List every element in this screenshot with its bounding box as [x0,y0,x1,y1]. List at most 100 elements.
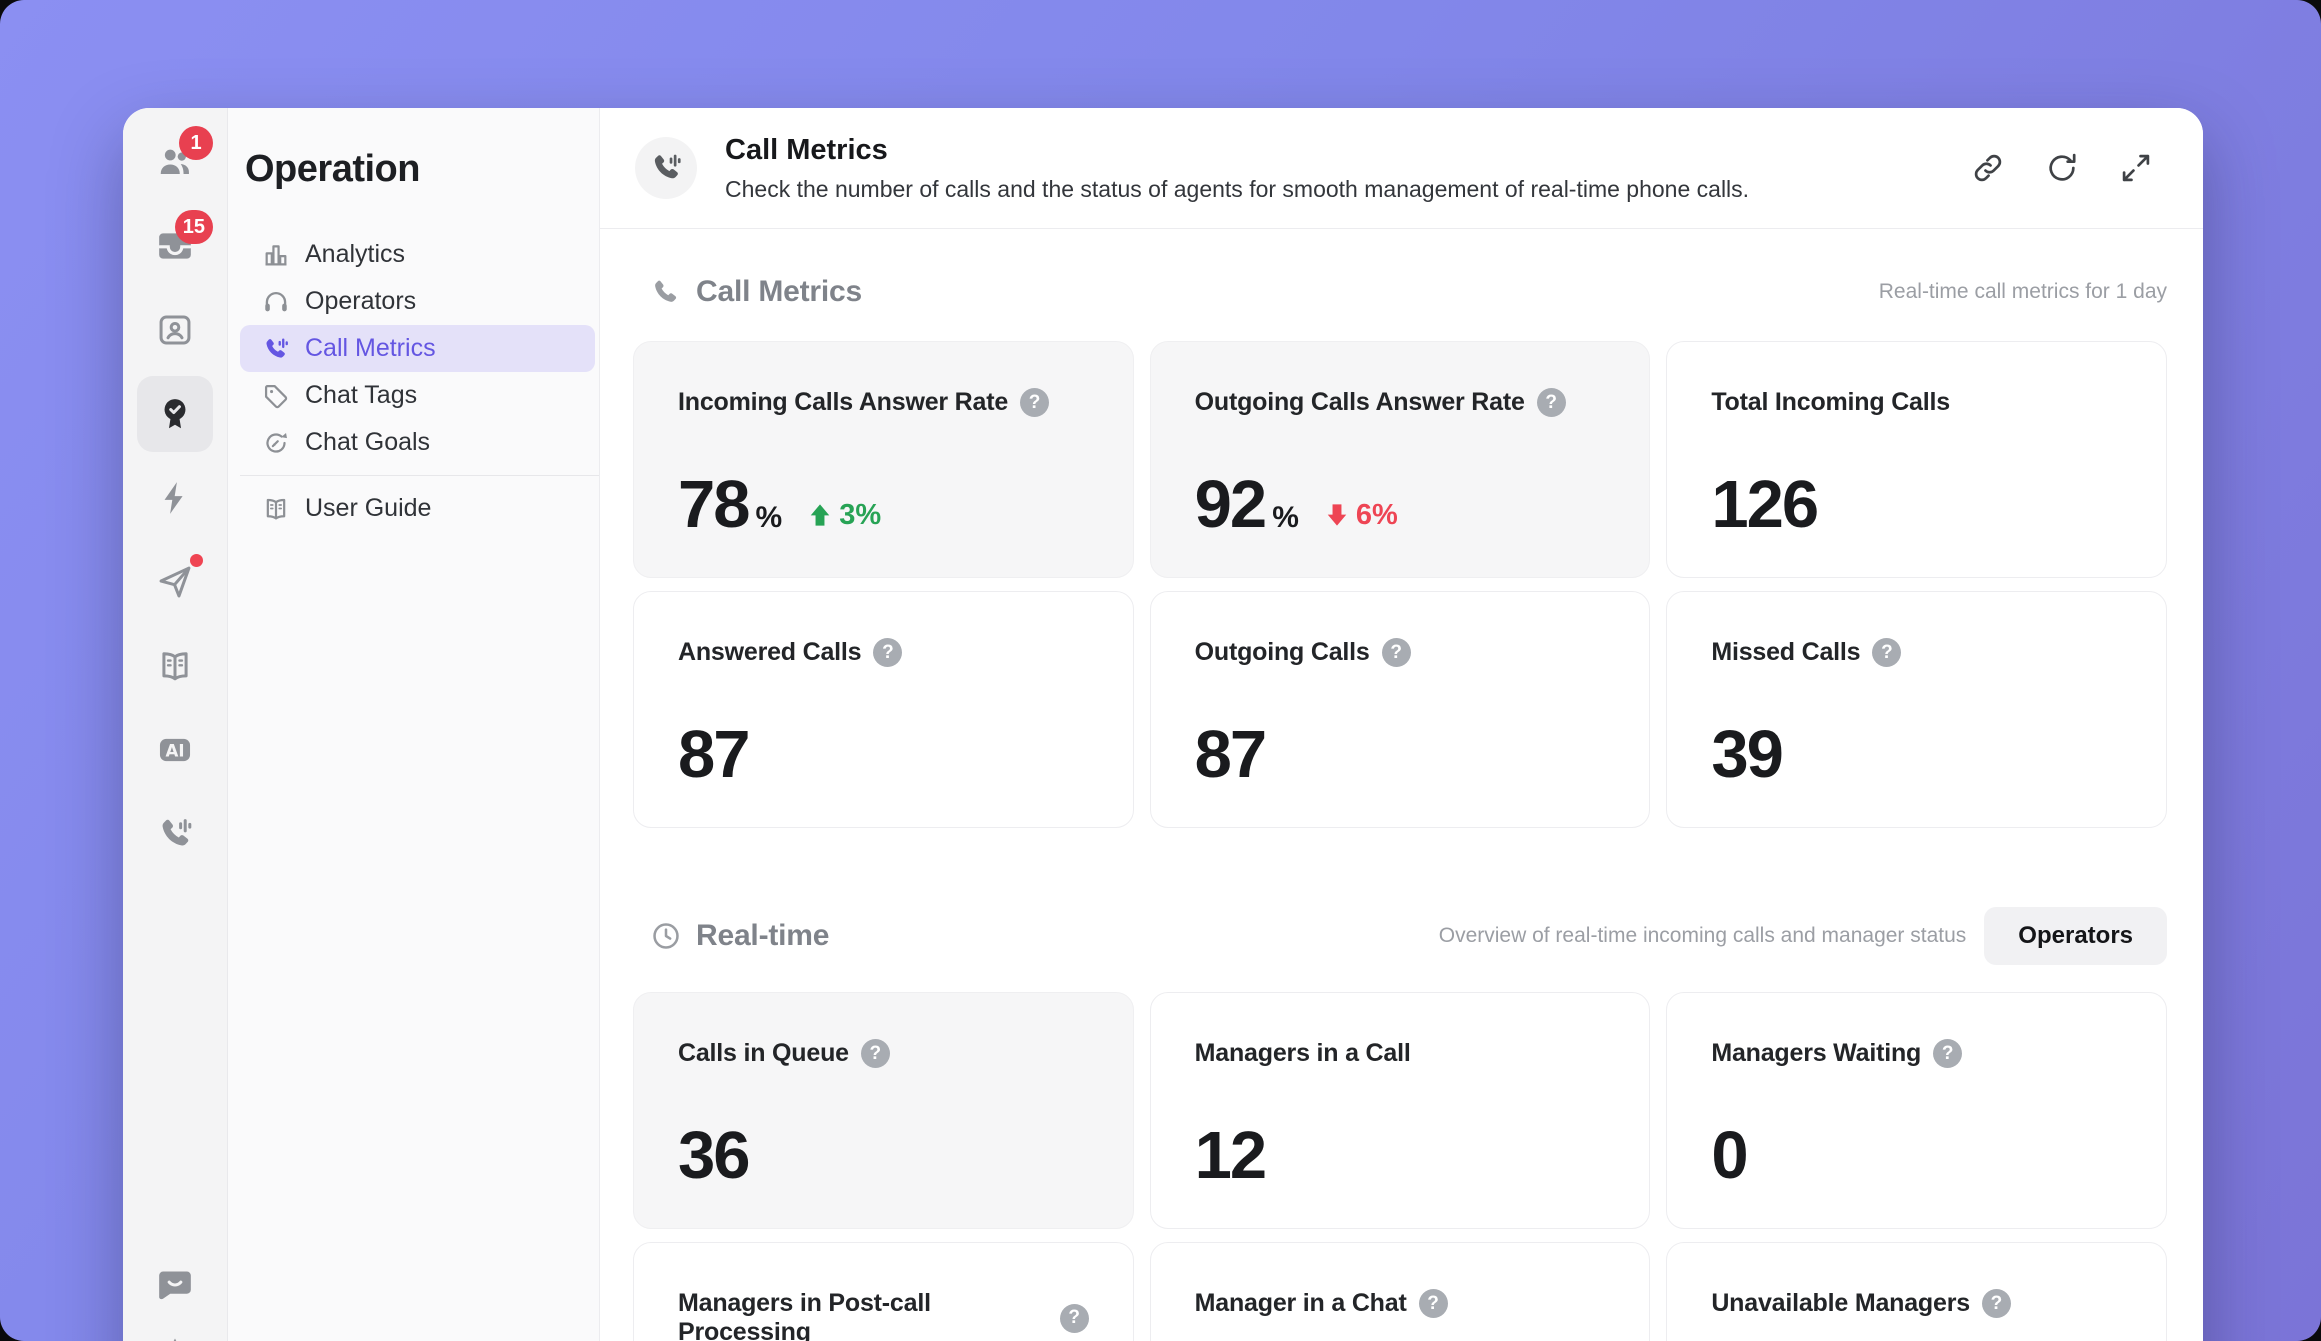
page-title: Call Metrics [725,133,888,166]
rail-item-medal-check-icon[interactable] [137,376,213,452]
sidebar-divider [240,475,599,476]
sidebar-item-label: Analytics [305,240,406,268]
rail-item-ai-icon[interactable]: AI [137,712,213,788]
metric-value: 92 [1194,467,1268,543]
help-icon[interactable]: ? [1020,388,1050,417]
metric-unit: % [755,501,783,535]
metric-delta: 3% [808,499,881,532]
metric-value: 78 [678,467,751,543]
metric-value: 87 [678,717,751,793]
help-icon[interactable]: ? [1536,388,1566,417]
metric-card-managers-waiting: Managers Waiting? 0 [1666,992,2167,1229]
sidebar-item-label: Call Metrics [305,334,436,362]
metric-card-title: Missed Calls [1711,638,1861,666]
tag-icon [262,382,290,410]
metric-card-total-incoming-calls: Total Incoming Calls 126 [1666,341,2167,578]
help-icon[interactable]: ? [873,638,903,667]
goal-icon [262,429,290,457]
sidebar-item-chat-tags[interactable]: Chat Tags [240,372,595,419]
metric-card-unavailable-managers: Unavailable Managers? [1666,1242,2167,1341]
link-icon[interactable] [1971,151,2005,185]
sidebar-item-chat-goals[interactable]: Chat Goals [240,419,595,466]
rail-item-bolt-icon[interactable] [137,460,213,536]
sidebar-item-label: Chat Tags [305,381,418,409]
sidebar-item-label: Chat Goals [305,428,431,456]
metric-card-title: Total Incoming Calls [1711,388,1950,416]
page-subtitle: Check the number of calls and the status… [725,175,1750,202]
metric-card-title: Managers Waiting [1711,1039,1922,1067]
section-title: Call Metrics [696,275,862,308]
metric-card-title: Manager in a Chat [1194,1289,1407,1317]
phone-voice-icon [262,335,290,363]
refresh-icon[interactable] [2045,151,2079,185]
sidebar-item-label: Operators [305,287,417,315]
main-body: Call Metrics Real-time call metrics for … [600,229,2203,1341]
metric-card-title: Answered Calls [678,638,862,666]
help-icon[interactable]: ? [860,1039,890,1068]
metric-card-outgoing-calls: Outgoing Calls? 87 [1149,591,1651,828]
metric-card-outgoing-calls-answer-rate: Outgoing Calls Answer Rate? 92% 6% [1149,341,1651,578]
metric-card-missed-calls: Missed Calls? 39 [1666,591,2167,828]
help-icon[interactable]: ? [1872,638,1902,667]
operators-button[interactable]: Operators [1984,907,2167,965]
notification-badge: 1 [179,126,213,160]
sidebar-item-label: User Guide [305,494,432,522]
metric-value: 0 [1711,1118,1748,1194]
section-note: Real-time call metrics for 1 day [1878,280,2167,303]
metric-card-managers-in-a-call: Managers in a Call 12 [1149,992,1651,1229]
headset-icon [262,288,290,316]
main-panel: Call Metrics Check the number of calls a… [600,108,2203,1341]
rail-item-chat-bubble-icon[interactable] [137,1247,213,1323]
help-icon[interactable]: ? [1418,1289,1448,1318]
metric-card-title: Incoming Calls Answer Rate [678,388,1009,416]
sidebar-item-user-guide[interactable]: User Guide [240,485,595,532]
help-icon[interactable]: ? [1981,1289,2011,1318]
rail-item-phone-call-icon[interactable] [137,796,213,872]
rail-item-people-icon[interactable]: 1 [137,124,213,200]
rail-item-gear-icon[interactable] [137,1316,213,1341]
phone-icon [650,276,682,308]
metric-value: 126 [1711,467,1819,543]
metric-value: 12 [1194,1118,1268,1194]
metric-card-answered-calls: Answered Calls? 87 [633,591,1134,828]
rail-item-open-book-icon[interactable] [137,628,213,704]
metric-card-title: Outgoing Calls [1194,638,1370,666]
sidebar-item-call-metrics[interactable]: Call Metrics [240,325,595,372]
metric-value: 39 [1711,717,1784,793]
rail-item-inbox-icon[interactable]: 15 [137,208,213,284]
section-header-call-metrics: Call Metrics Real-time call metrics for … [633,275,2167,309]
sidebar-title: Operation [245,148,420,190]
notification-dot [190,554,203,567]
icon-rail: 1 15 AI [123,108,228,1341]
rail-item-send-icon[interactable] [137,544,213,620]
metric-value: 87 [1194,717,1268,793]
metric-card-manager-in-a-chat: Manager in a Chat? [1149,1242,1651,1341]
help-icon[interactable]: ? [1933,1039,1963,1068]
section-header-real-time: Real-time Overview of real-time incoming… [633,907,2167,965]
metric-card-title: Managers in Post-call Processing [678,1289,931,1341]
rail-item-contact-card-icon[interactable] [137,292,213,368]
notification-badge: 15 [174,210,213,244]
page-header: Call Metrics Check the number of calls a… [600,108,2203,229]
metric-delta: 6% [1325,499,1398,532]
help-icon[interactable]: ? [1381,638,1411,667]
sidebar-item-operators[interactable]: Operators [240,278,595,325]
metric-card-managers-in-post-call-processing: Managers in Post-call Processing? [633,1242,1134,1341]
open-book-icon [262,495,290,523]
clock-icon [650,920,682,952]
metric-card-title: Managers in a Call [1194,1039,1411,1067]
metric-card-title: Unavailable Managers [1711,1289,1970,1317]
metric-card-title: Outgoing Calls Answer Rate [1194,388,1525,416]
analytics-icon [262,241,290,269]
metric-value: 36 [678,1118,751,1194]
sidebar: Operation Analytics Operators Call Metrics… [228,108,600,1341]
help-icon[interactable]: ? [1059,1303,1089,1333]
metric-card-title: Calls in Queue [678,1039,849,1067]
page-avatar [635,137,697,199]
metric-unit: % [1272,501,1299,535]
app-window: 1 15 AI Operation Analytics Operators Call M… [123,108,2203,1341]
metric-card-calls-in-queue: Calls in Queue? 36 [633,992,1134,1229]
sidebar-item-analytics[interactable]: Analytics [240,231,595,278]
expand-icon[interactable] [2119,151,2153,185]
